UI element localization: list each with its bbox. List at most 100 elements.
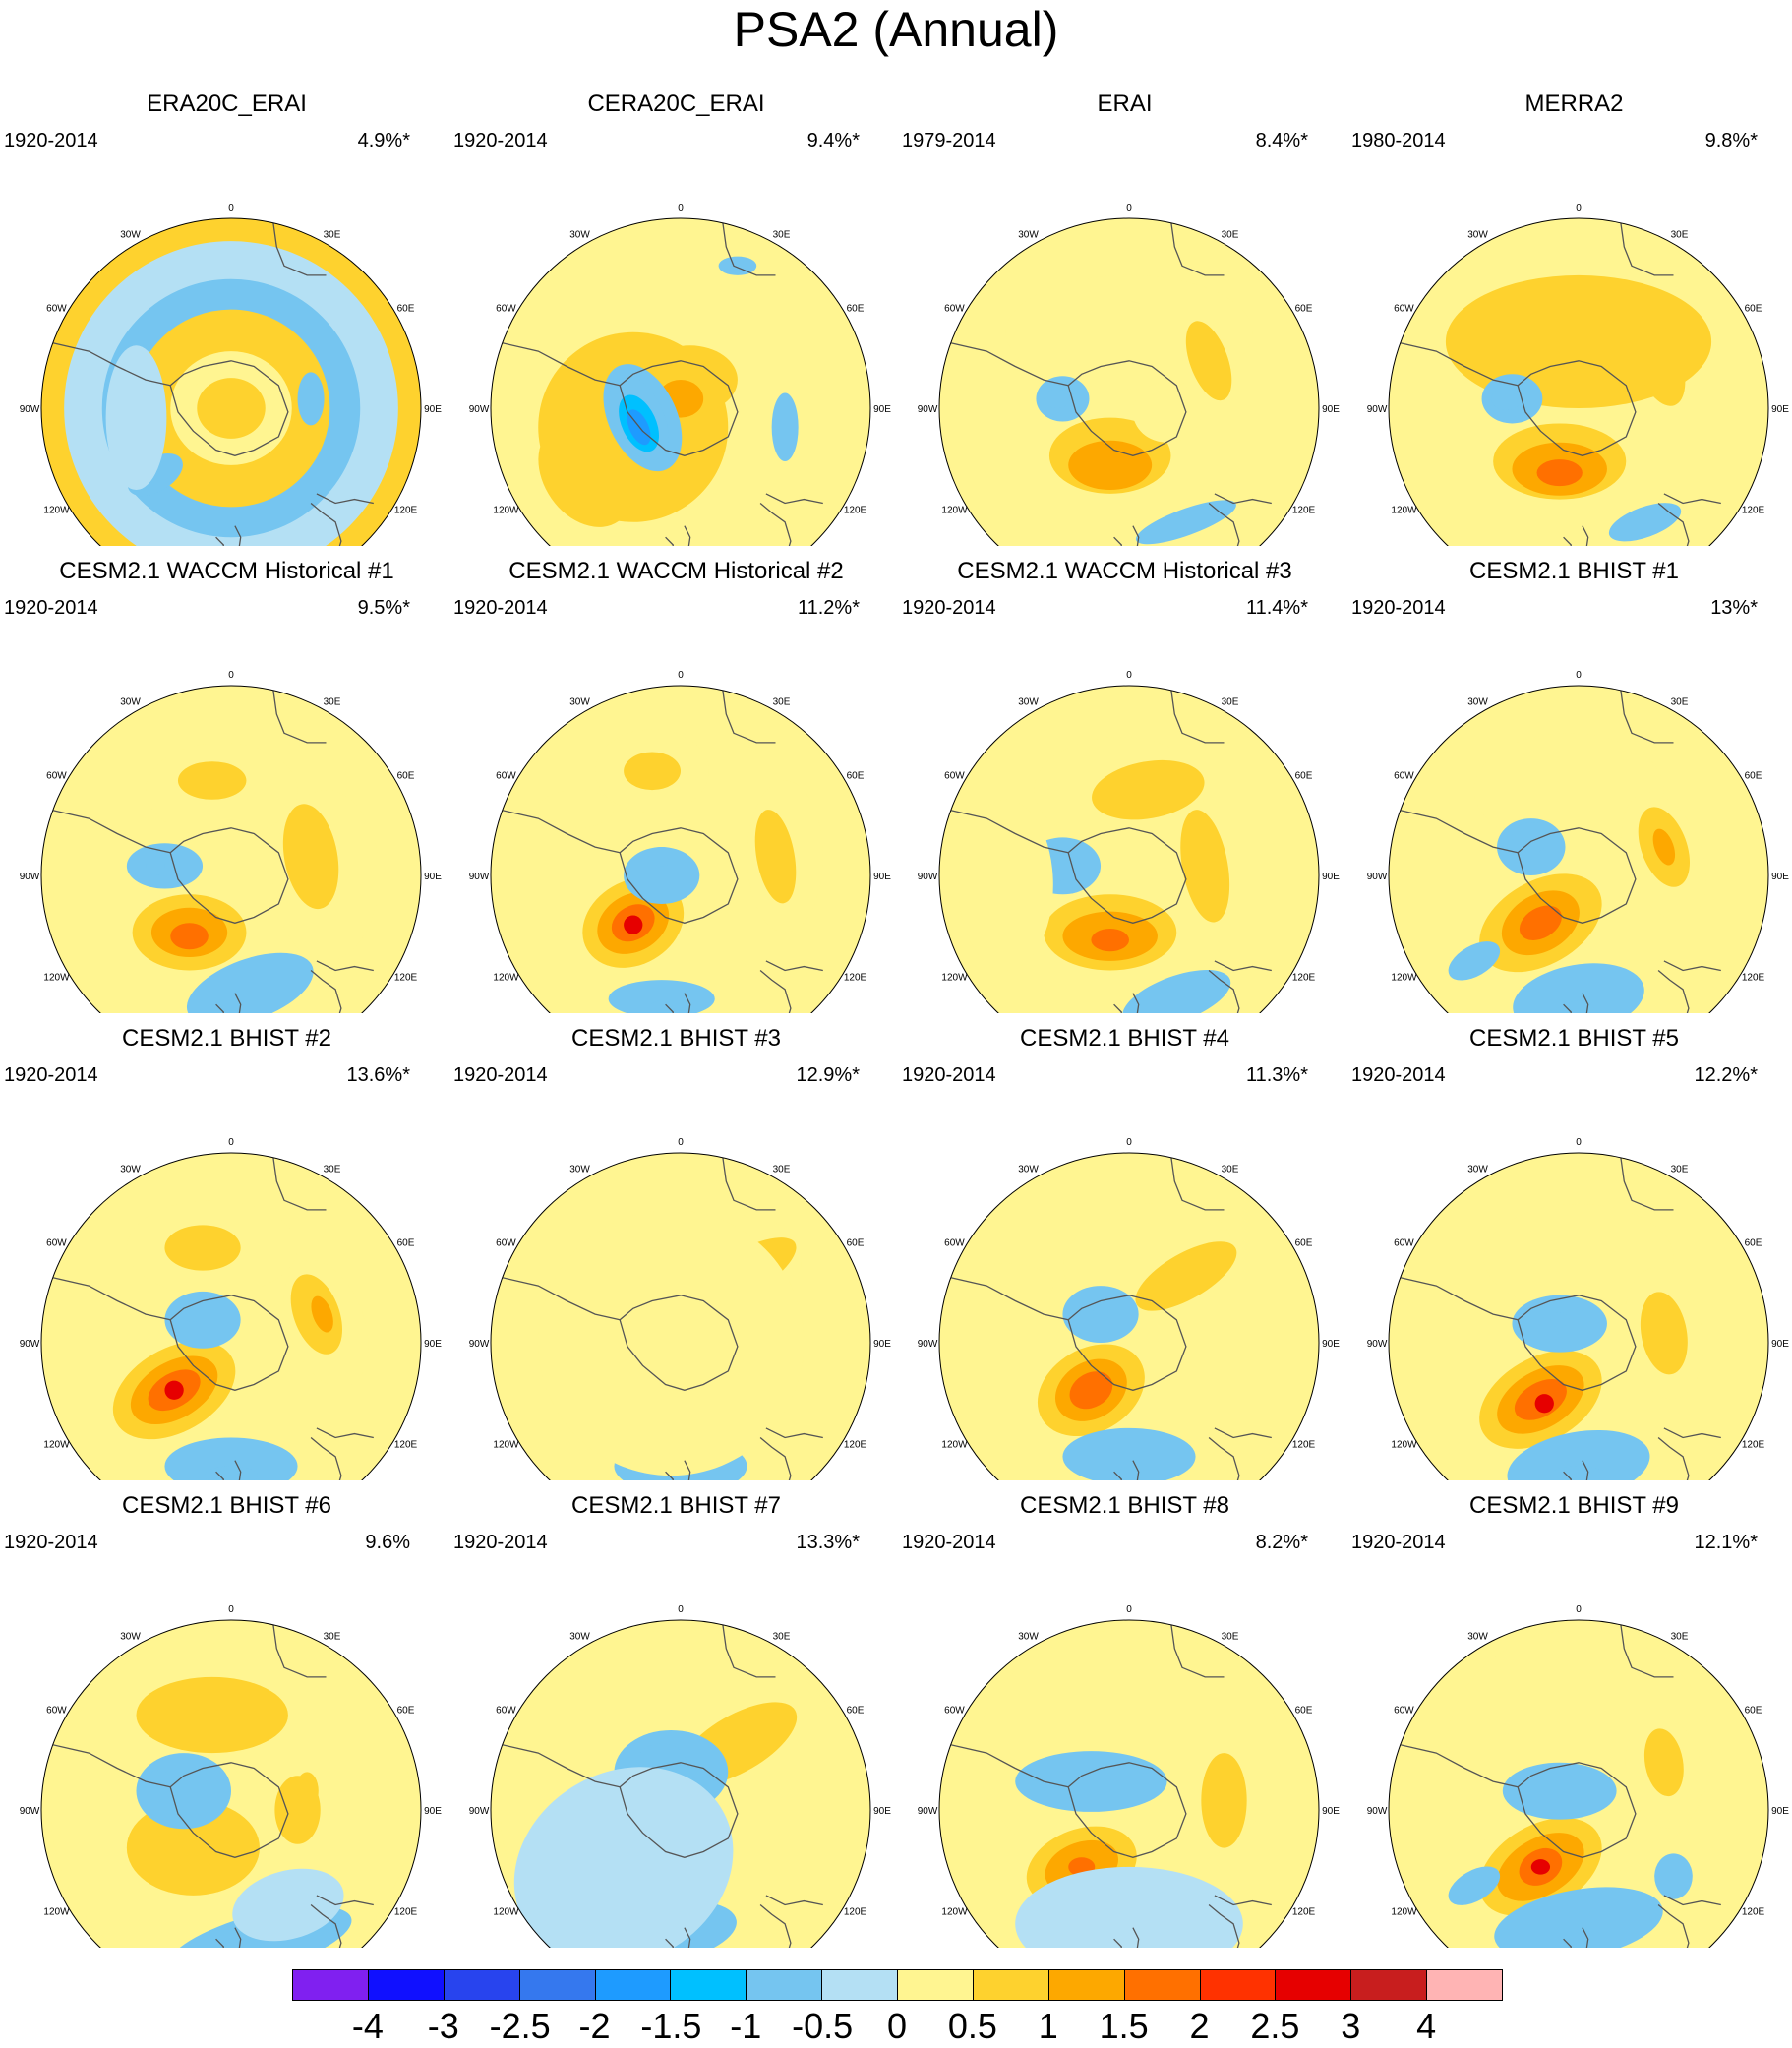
anomaly-contour [1135,500,1236,545]
panel-variance-percent: 9.4%* [806,130,860,151]
coastline [1113,1938,1122,1948]
longitude-tick-label: 0 [1576,1604,1582,1615]
longitude-tick-label: 30E [324,229,341,240]
map-panel: CESM2.1 BHIST #8 1920-2014 8.2%* 0 30E 60E 90E… [901,1480,1348,1948]
coastline [1214,1895,1272,1906]
longitude-tick-label: 0 [678,203,684,213]
coastline [496,340,621,387]
panel-title: CESM2.1 BHIST #8 [1020,1492,1229,1519]
coastline [1657,970,1690,1013]
map-outline [40,1152,422,1480]
longitude-tick-label: 90E [424,1806,442,1817]
longitude-tick-label: 60W [944,771,965,782]
polar-map: 030E60E90E120E150E180150W120W90W60W30W [918,203,1340,546]
longitude-tick-label: 60E [1295,771,1313,782]
anomaly-contour [1640,1292,1688,1375]
longitude-tick-label: 0 [678,1137,684,1148]
coastline [684,993,691,1013]
coastline [215,536,224,546]
coastline [1657,1904,1690,1948]
colorbar-swatch [594,1969,672,2001]
coastline [1619,687,1674,744]
longitude-tick-label: 60W [496,771,516,782]
map-panel: CESM2.1 BHIST #4 1920-2014 11.3%* 0 30E 60E 90… [901,1013,1348,1480]
coastline [944,340,1069,387]
longitude-tick-label: 60E [847,1706,865,1717]
anomaly-contour [311,1295,333,1333]
longitude-tick-label: 60E [1745,771,1762,782]
colorbar-label: -3 [427,2006,459,2046]
coastline [1517,1762,1637,1858]
longitude-tick-label: 0 [1576,1137,1582,1148]
coastline [310,1437,342,1480]
longitude-tick-label: 120E [394,1907,418,1918]
anomaly-contour [1015,1866,1243,1948]
longitude-tick-label: 0 [1126,1137,1132,1148]
panel-variance-percent: 9.5%* [357,597,410,619]
longitude-tick-label: 120E [1292,1440,1316,1451]
longitude-tick-label: 0 [1126,1604,1132,1615]
polar-map: 030E60E90E120E150E180150W120W90W60W30W [918,1604,1340,1948]
longitude-tick-label: 120E [1742,1907,1765,1918]
panel-title: CESM2.1 BHIST #2 [122,1025,331,1052]
anomaly-contour [1534,1394,1554,1414]
panel-variance-percent: 8.2%* [1255,1532,1308,1553]
longitude-tick-label: 120E [1742,506,1765,516]
longitude-tick-label: 30W [569,1631,590,1642]
coastline [1563,1938,1572,1948]
longitude-tick-label: 60W [46,1706,67,1717]
coastline [1169,1154,1225,1211]
longitude-tick-label: 60E [1745,1238,1762,1249]
longitude-tick-label: 120W [493,973,519,984]
longitude-tick-label: 120E [844,1440,867,1451]
colorbar-label: -1.5 [640,2006,702,2046]
longitude-tick-label: 60W [944,1706,965,1717]
longitude-tick-label: 90E [1771,404,1789,415]
coastline [1113,1471,1122,1480]
panel-period: 1920-2014 [4,597,98,619]
coastline [215,1938,224,1948]
anomaly-contour [1091,929,1129,952]
colorbar-label: -2 [578,2006,611,2046]
coastline [684,525,691,546]
longitude-tick-label: 90W [1367,1806,1388,1817]
coastline [944,1742,1069,1788]
longitude-tick-label: 60W [46,771,67,782]
map-panel: ERA20C_ERAI 1920-2014 4.9%* 0 30E 60E 90E 120E 1… [3,79,450,546]
longitude-tick-label: 30W [569,229,590,240]
coastline [1663,1427,1721,1439]
longitude-tick-label: 30W [120,1164,141,1175]
longitude-tick-label: 0 [678,670,684,681]
anomaly-contour [754,810,797,904]
anomaly-contour [624,847,700,904]
longitude-tick-label: 120E [394,1440,418,1451]
longitude-tick-label: 120W [43,973,70,984]
anomaly-contour [1473,733,1664,848]
anomaly-contour [624,915,643,934]
longitude-tick-label: 0 [228,203,234,213]
panel-period: 1920-2014 [902,597,996,619]
panel-period: 1920-2014 [4,1532,98,1553]
coastline [1582,1927,1589,1948]
longitude-tick-label: 60E [847,1238,865,1249]
panel-title: CESM2.1 BHIST #3 [571,1025,781,1052]
longitude-tick-label: 120W [43,506,70,516]
map-panel: ERAI1979-20148.4%*030E60E90E120E150E1801… [901,79,1348,546]
panel-title: CESM2.1 WACCM Historical #1 [59,558,394,584]
coastline [1067,827,1187,924]
coastline [316,960,374,972]
coastline [1169,219,1225,276]
coastline [1517,1295,1637,1391]
longitude-tick-label: 30W [1018,229,1039,240]
coastline [1663,960,1721,972]
longitude-tick-label: 120E [1742,1440,1765,1451]
colorbar-swatch [1350,1969,1428,2001]
panel-title: CESM2.1 BHIST #6 [122,1492,331,1519]
longitude-tick-label: 0 [228,1604,234,1615]
colorbar-label: 0 [886,2006,908,2046]
anomaly-contour [1512,821,1551,853]
panel-title: CESM2.1 BHIST #1 [1469,558,1679,584]
anomaly-contour [1519,905,1562,940]
coastline [765,1427,823,1439]
longitude-tick-label: 30W [1467,1164,1488,1175]
